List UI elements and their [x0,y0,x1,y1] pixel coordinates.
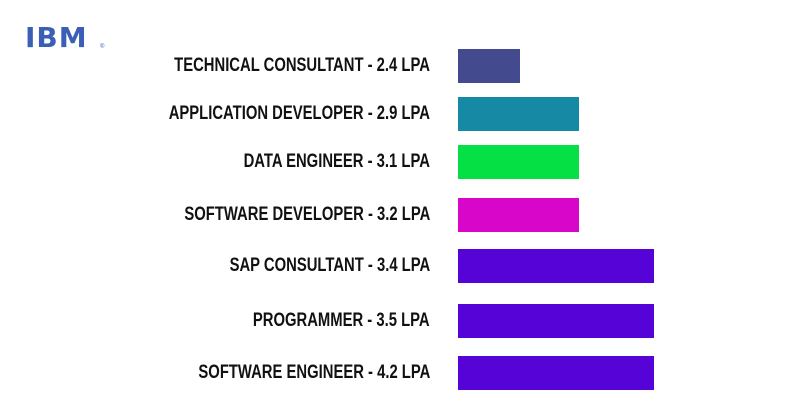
chart-row: TECHNICAL CONSULTANT - 2.4 LPA [0,49,800,83]
bar [458,49,520,83]
category-label: APPLICATION DEVELOPER - 2.9 LPA [168,103,430,124]
chart-row: SAP CONSULTANT - 3.4 LPA [0,249,800,283]
category-label: SAP CONSULTANT - 3.4 LPA [229,255,430,276]
logo-text: IBM [25,21,88,54]
bar [458,198,579,232]
bar [458,145,579,179]
category-label: DATA ENGINEER - 3.1 LPA [243,151,430,172]
chart-row: APPLICATION DEVELOPER - 2.9 LPA [0,97,800,131]
ibm-logo: IBM [25,24,105,54]
category-label: PROGRAMMER - 3.5 LPA [253,310,430,331]
bar [458,304,654,338]
category-label: TECHNICAL CONSULTANT - 2.4 LPA [174,55,430,76]
chart-row: PROGRAMMER - 3.5 LPA [0,304,800,338]
chart-row: SOFTWARE DEVELOPER - 3.2 LPA [0,198,800,232]
registered-mark: ® [100,44,105,50]
chart-row: DATA ENGINEER - 3.1 LPA [0,145,800,179]
category-label: SOFTWARE ENGINEER - 4.2 LPA [198,362,430,383]
bar [458,249,654,283]
chart-row: SOFTWARE ENGINEER - 4.2 LPA [0,356,800,390]
category-label: SOFTWARE DEVELOPER - 3.2 LPA [184,204,430,225]
bar [458,356,654,390]
bar [458,97,579,131]
